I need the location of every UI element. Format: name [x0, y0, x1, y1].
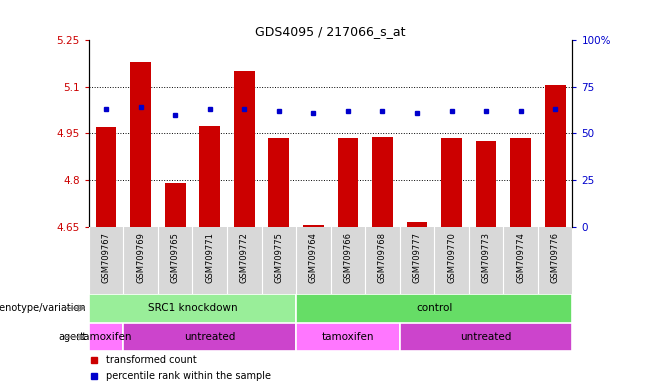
Bar — [545, 85, 565, 227]
Text: control: control — [416, 303, 453, 313]
Text: genotype/variation: genotype/variation — [0, 303, 86, 313]
Bar — [199, 126, 220, 227]
Bar — [296, 294, 572, 323]
Bar — [124, 323, 296, 351]
Text: transformed count: transformed count — [106, 354, 197, 364]
Text: GSM709765: GSM709765 — [170, 232, 180, 283]
Text: tamoxifen: tamoxifen — [80, 332, 132, 342]
Bar — [476, 141, 496, 227]
Text: tamoxifen: tamoxifen — [322, 332, 374, 342]
Title: GDS4095 / 217066_s_at: GDS4095 / 217066_s_at — [255, 25, 406, 38]
Bar — [441, 138, 462, 227]
Text: GSM709771: GSM709771 — [205, 232, 215, 283]
Text: GSM709769: GSM709769 — [136, 232, 145, 283]
Bar — [268, 138, 289, 227]
Text: GSM709772: GSM709772 — [240, 232, 249, 283]
Bar — [96, 127, 116, 227]
Bar — [399, 323, 572, 351]
Bar — [510, 138, 531, 227]
Text: GSM709764: GSM709764 — [309, 232, 318, 283]
Bar — [372, 137, 393, 227]
Text: GSM709773: GSM709773 — [482, 232, 491, 283]
Bar — [296, 323, 399, 351]
Bar — [130, 62, 151, 227]
Text: GSM709768: GSM709768 — [378, 232, 387, 283]
Bar — [89, 294, 296, 323]
Bar — [338, 138, 358, 227]
Bar — [234, 71, 255, 227]
Text: GSM709777: GSM709777 — [413, 232, 422, 283]
Text: GSM709776: GSM709776 — [551, 232, 560, 283]
Text: untreated: untreated — [184, 332, 236, 342]
Text: GSM709775: GSM709775 — [274, 232, 284, 283]
Bar — [89, 323, 124, 351]
Text: SRC1 knockdown: SRC1 knockdown — [147, 303, 238, 313]
Text: GSM709767: GSM709767 — [101, 232, 111, 283]
Text: GSM709770: GSM709770 — [447, 232, 456, 283]
Text: percentile rank within the sample: percentile rank within the sample — [106, 371, 270, 381]
Text: GSM709774: GSM709774 — [516, 232, 525, 283]
Bar — [164, 183, 186, 227]
Text: agent: agent — [58, 332, 86, 342]
Text: GSM709766: GSM709766 — [343, 232, 353, 283]
Bar — [303, 225, 324, 227]
Bar — [407, 222, 427, 227]
Text: untreated: untreated — [461, 332, 512, 342]
